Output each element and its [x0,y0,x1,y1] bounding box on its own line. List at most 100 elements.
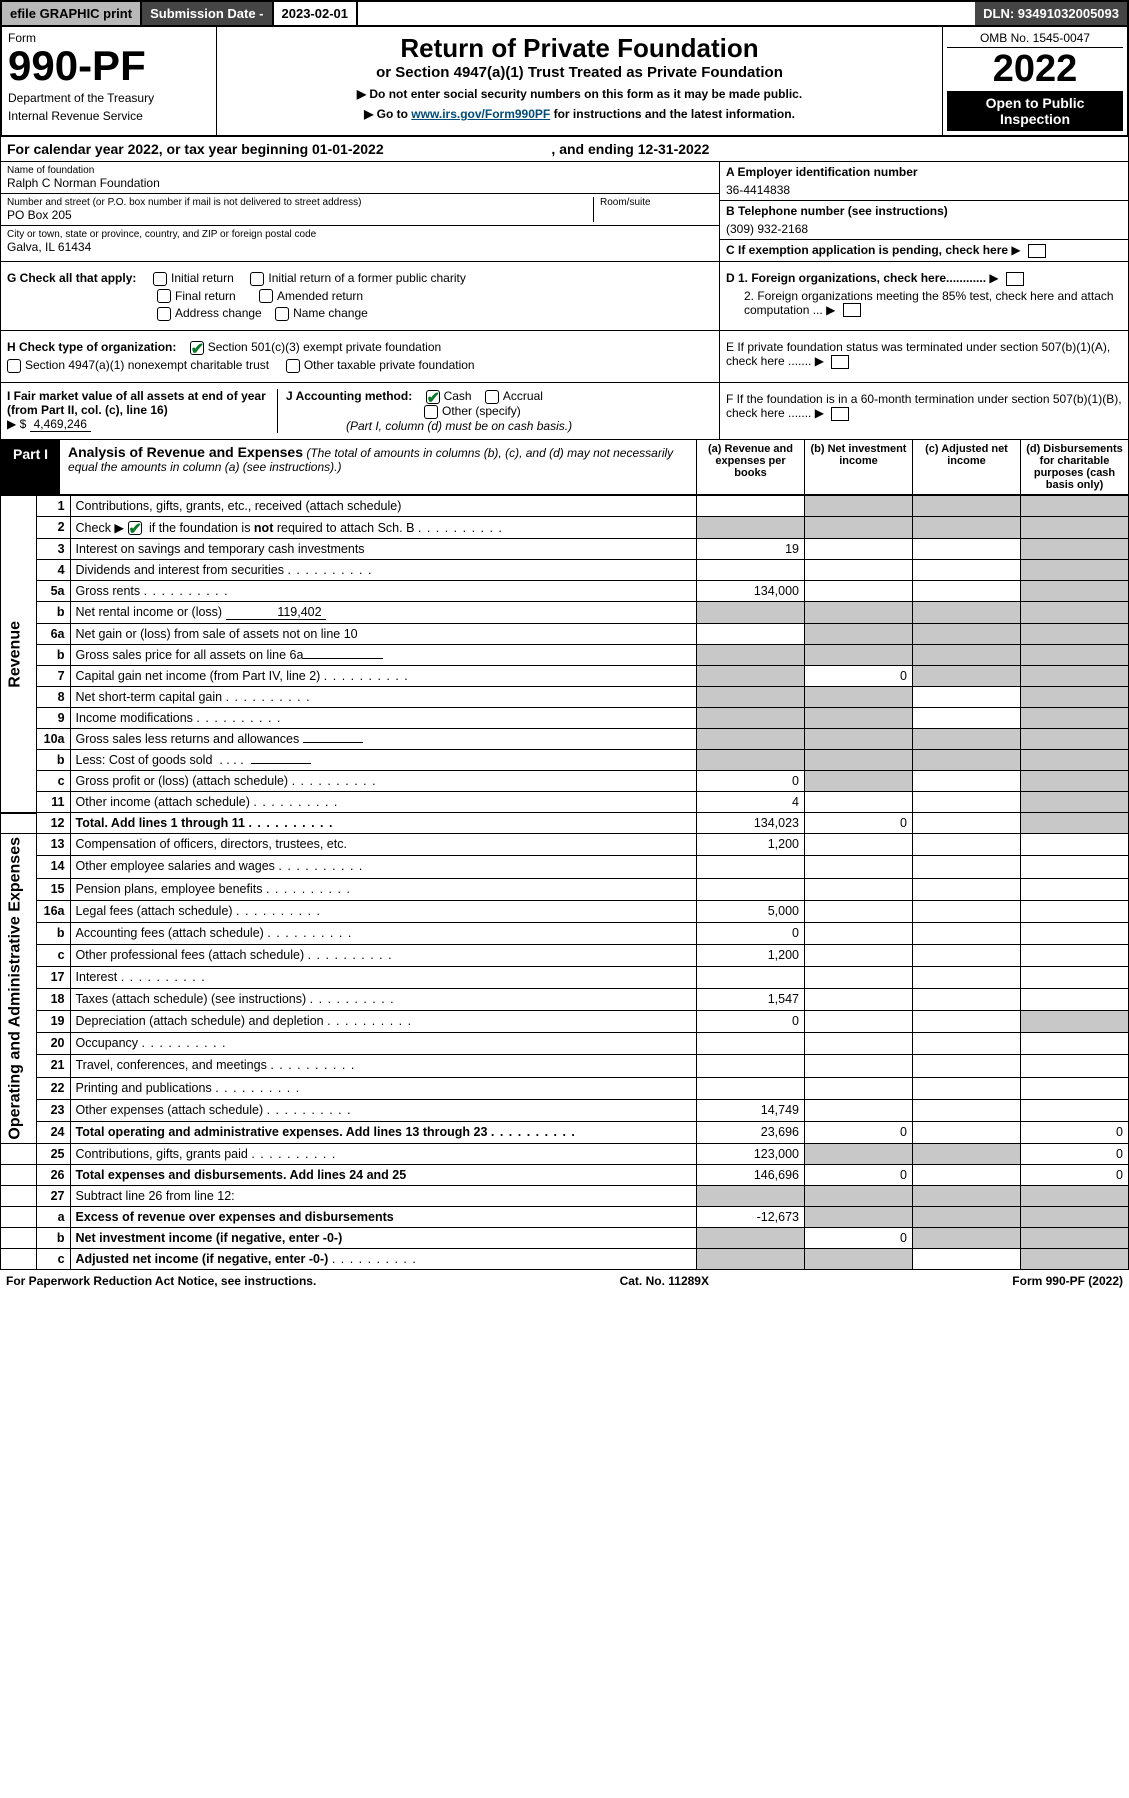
name-change-checkbox[interactable] [275,307,289,321]
cat-number: Cat. No. 11289X [620,1274,709,1288]
table-row: b Net rental income or (loss) 119,402 [1,602,1129,624]
table-row: 11 Other income (attach schedule) 4 [1,792,1129,813]
table-row: 2 Check ▶ if the foundation is not requi… [1,516,1129,539]
address-label: Number and street (or P.O. box number if… [7,197,593,208]
table-row: 17 Interest [1,966,1129,988]
form-number: 990-PF [8,45,210,87]
table-row: 14 Other employee salaries and wages [1,856,1129,878]
submission-date-value: 2023-02-01 [274,2,359,25]
col-a-header: (a) Revenue and expenses per books [696,440,804,494]
d1-checkbox[interactable] [1006,272,1024,286]
part-i-table: Revenue 1 Contributions, gifts, grants, … [0,495,1129,1270]
table-row: b Net investment income (if negative, en… [1,1227,1129,1248]
open-public-badge: Open to Public Inspection [947,91,1123,131]
org-type-section: H Check type of organization: Section 50… [0,331,1129,383]
table-row: b Less: Cost of goods sold . . . . [1,750,1129,771]
expenses-side-label: Operating and Administrative Expenses [1,834,37,1144]
table-row: c Other professional fees (attach schedu… [1,944,1129,966]
revenue-side-label: Revenue [1,495,37,813]
ein-label: A Employer identification number [726,165,1122,179]
h-label: H Check type of organization: [7,340,176,354]
dept-irs: Internal Revenue Service [8,109,210,123]
table-row: 24 Total operating and administrative ex… [1,1121,1129,1143]
ein-value: 36-4414838 [726,179,1122,197]
table-row: 12 Total. Add lines 1 through 11 134,023… [1,813,1129,834]
i-fmv-label: I Fair market value of all assets at end… [7,389,266,417]
sch-b-not-required-checkbox[interactable] [128,521,142,535]
form-note-link: ▶ Go to www.irs.gov/Form990PF for instru… [223,107,936,121]
table-row: 6a Net gain or (loss) from sale of asset… [1,624,1129,645]
exemption-pending-checkbox[interactable] [1028,244,1046,258]
table-row: 8 Net short-term capital gain [1,687,1129,708]
form-header: Form 990-PF Department of the Treasury I… [0,27,1129,137]
form-note-ssn: ▶ Do not enter social security numbers o… [223,87,936,101]
part-i-title: Analysis of Revenue and Expenses [68,444,303,460]
table-row: b Accounting fees (attach schedule) 0 [1,922,1129,944]
address-change-checkbox[interactable] [157,307,171,321]
g-label: G Check all that apply: [7,271,136,285]
table-row: 10a Gross sales less returns and allowan… [1,729,1129,750]
col-c-header: (c) Adjusted net income [912,440,1020,494]
phone-label: B Telephone number (see instructions) [726,204,1122,218]
table-row: 20 Occupancy [1,1033,1129,1055]
table-row: Revenue 1 Contributions, gifts, grants, … [1,495,1129,516]
foundation-name-label: Name of foundation [7,165,713,176]
d2-checkbox[interactable] [843,303,861,317]
table-row: 16a Legal fees (attach schedule) 5,000 [1,900,1129,922]
f-60month-label: F If the foundation is in a 60-month ter… [726,392,1122,420]
omb-number: OMB No. 1545-0047 [947,31,1123,48]
room-label: Room/suite [600,197,713,208]
table-row: c Adjusted net income (if negative, ente… [1,1248,1129,1269]
part-i-header: Part I Analysis of Revenue and Expenses … [0,440,1129,495]
city-value: Galva, IL 61434 [7,240,713,254]
paperwork-notice: For Paperwork Reduction Act Notice, see … [6,1274,316,1288]
i-j-f-section: I Fair market value of all assets at end… [0,383,1129,440]
table-row: 7 Capital gain net income (from Part IV,… [1,666,1129,687]
tax-year: 2022 [947,48,1123,91]
phone-value: (309) 932-2168 [726,218,1122,236]
calendar-year-line: For calendar year 2022, or tax year begi… [0,137,1129,162]
table-row: 5a Gross rents 134,000 [1,581,1129,602]
identity-block: Name of foundation Ralph C Norman Founda… [0,162,1129,262]
e-checkbox[interactable] [831,355,849,369]
table-row: 21 Travel, conferences, and meetings [1,1055,1129,1077]
table-row: 25 Contributions, gifts, grants paid 123… [1,1143,1129,1164]
table-row: 27 Subtract line 26 from line 12: [1,1185,1129,1206]
final-return-checkbox[interactable] [157,289,171,303]
initial-return-checkbox[interactable] [153,272,167,286]
cash-checkbox[interactable] [426,390,440,404]
501c3-checkbox[interactable] [190,341,204,355]
col-d-header: (d) Disbursements for charitable purpose… [1020,440,1128,494]
form-footer-label: Form 990-PF (2022) [1012,1274,1123,1288]
table-row: 3 Interest on savings and temporary cash… [1,539,1129,560]
table-row: 18 Taxes (attach schedule) (see instruct… [1,989,1129,1011]
form990pf-link[interactable]: www.irs.gov/Form990PF [411,107,550,121]
address-value: PO Box 205 [7,208,593,222]
f-checkbox[interactable] [831,407,849,421]
j-note: (Part I, column (d) must be on cash basi… [286,419,572,433]
table-row: 23 Other expenses (attach schedule) 14,7… [1,1099,1129,1121]
table-row: c Gross profit or (loss) (attach schedul… [1,771,1129,792]
submission-date-label: Submission Date - [142,2,273,25]
check-all-apply-section: G Check all that apply: Initial return I… [0,262,1129,331]
table-row: 4 Dividends and interest from securities [1,560,1129,581]
col-b-header: (b) Net investment income [804,440,912,494]
efile-label[interactable]: efile GRAPHIC print [2,2,142,25]
table-row: 9 Income modifications [1,708,1129,729]
foundation-name: Ralph C Norman Foundation [7,176,713,190]
table-row: 15 Pension plans, employee benefits [1,878,1129,900]
i-fmv-value: 4,469,246 [30,417,91,432]
table-row: 22 Printing and publications [1,1077,1129,1099]
form-title: Return of Private Foundation [223,33,936,64]
initial-former-charity-checkbox[interactable] [250,272,264,286]
table-row: b Gross sales price for all assets on li… [1,645,1129,666]
city-label: City or town, state or province, country… [7,229,713,240]
page-footer: For Paperwork Reduction Act Notice, see … [0,1270,1129,1292]
d2-85pct-label: 2. Foreign organizations meeting the 85%… [744,289,1114,317]
table-row: a Excess of revenue over expenses and di… [1,1206,1129,1227]
amended-return-checkbox[interactable] [259,289,273,303]
4947a1-checkbox[interactable] [7,359,21,373]
accrual-checkbox[interactable] [485,390,499,404]
other-taxable-checkbox[interactable] [286,359,300,373]
other-method-checkbox[interactable] [424,405,438,419]
